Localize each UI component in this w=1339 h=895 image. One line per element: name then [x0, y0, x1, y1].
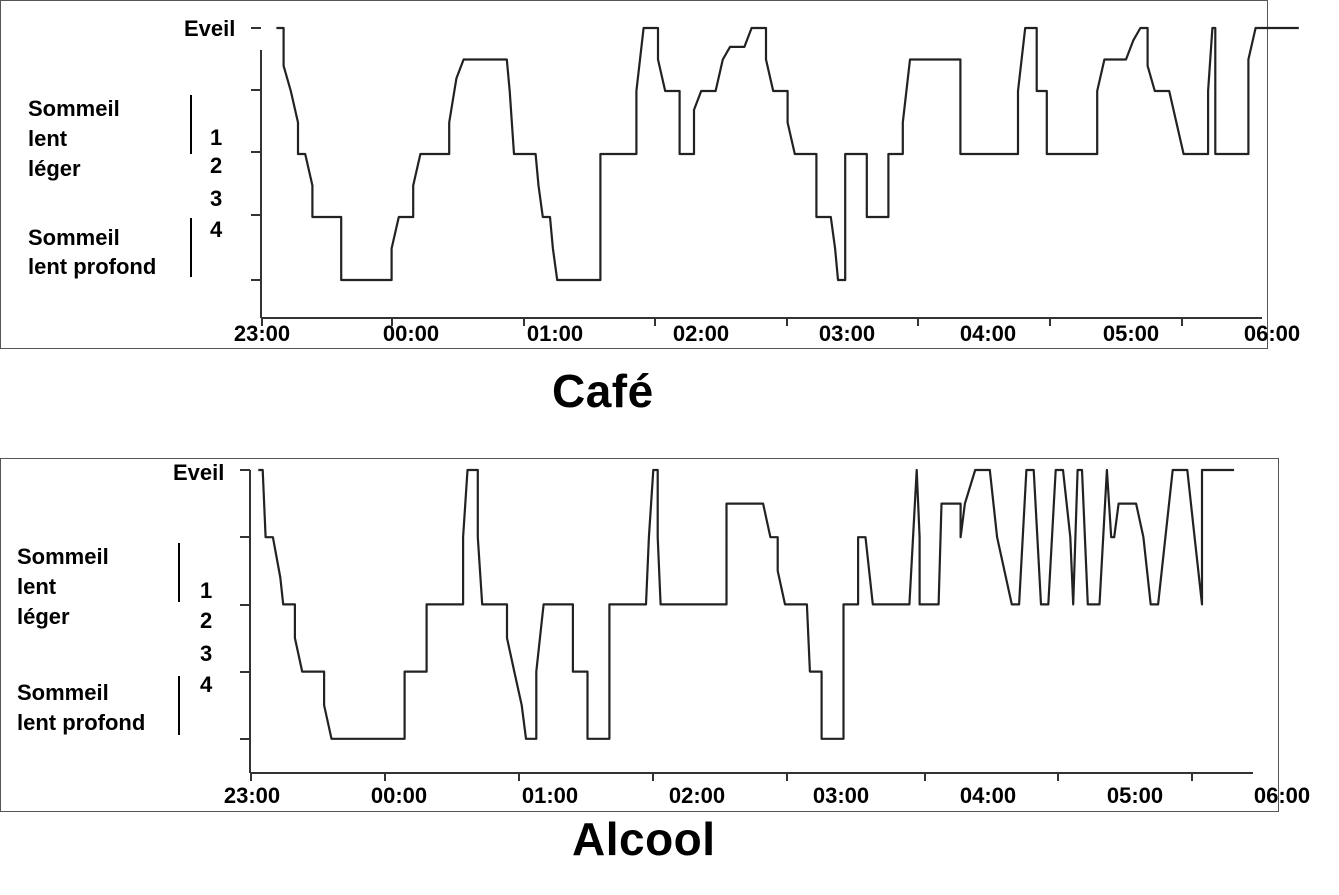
chart-title-cafe: Café	[552, 365, 654, 417]
y-label-3: 3	[200, 641, 212, 666]
group-label-light-line1: Sommeil	[17, 544, 109, 569]
group-label-light-line3: léger	[17, 604, 70, 629]
group-label-deep-line1: Sommeil	[17, 680, 109, 705]
y-label-eveil: Eveil	[184, 16, 235, 41]
group-label-deep-line2: lent profond	[17, 710, 145, 735]
x-tick-label: 02:00	[673, 321, 729, 346]
chart-panel-alcool	[0, 458, 1279, 812]
series-line-alcool	[258, 468, 1235, 740]
chart-panel-cafe	[0, 0, 1268, 349]
y-label-3: 3	[210, 186, 222, 211]
x-tick-label: 01:00	[527, 321, 583, 346]
y-label-1: 1	[210, 125, 222, 150]
x-tick-label: 01:00	[522, 783, 578, 808]
chart-cafe: Eveil 1 2 3 4 Sommeil lent léger Sommeil…	[28, 16, 1300, 346]
group-label-light-line1: Sommeil	[28, 96, 120, 121]
group-label-deep-line2: lent profond	[28, 254, 156, 279]
x-tick-label: 02:00	[669, 783, 725, 808]
x-tick-label: 06:00	[1244, 321, 1300, 346]
group-label-light-line3: léger	[28, 156, 81, 181]
x-tick-label: 23:00	[224, 783, 280, 808]
group-label-light-line2: lent	[17, 574, 57, 599]
x-tick-label: 03:00	[819, 321, 875, 346]
x-tick-label: 03:00	[813, 783, 869, 808]
y-label-eveil: Eveil	[173, 460, 224, 485]
y-label-4: 4	[200, 672, 213, 697]
group-label-deep-line1: Sommeil	[28, 225, 120, 250]
y-label-1: 1	[200, 578, 212, 603]
x-tick-label: 05:00	[1103, 321, 1159, 346]
x-tick-label: 04:00	[960, 321, 1016, 346]
chart-alcool: Eveil 1 2 3 4 Sommeil lent léger Sommeil…	[17, 460, 1310, 808]
x-tick-label: 06:00	[1254, 783, 1310, 808]
chart-title-alcool: Alcool	[572, 813, 716, 865]
x-tick-label: 00:00	[371, 783, 427, 808]
series-line-cafe	[276, 26, 1299, 282]
x-tick-label: 05:00	[1107, 783, 1163, 808]
y-label-2: 2	[210, 153, 222, 178]
y-label-2: 2	[200, 608, 212, 633]
y-label-4: 4	[210, 217, 223, 242]
group-label-light-line2: lent	[28, 126, 68, 151]
x-tick-label: 04:00	[960, 783, 1016, 808]
